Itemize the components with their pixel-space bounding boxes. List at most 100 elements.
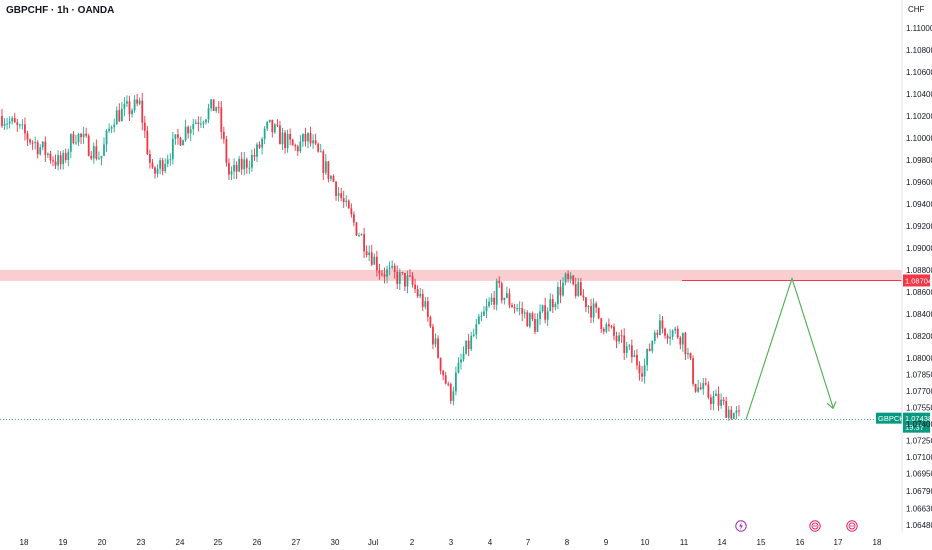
- candle-body: [628, 345, 631, 347]
- time-tick-label: 14: [718, 538, 727, 547]
- price-tick-label: 1.07550: [906, 403, 932, 412]
- candle-body: [419, 293, 422, 297]
- candle-body: [225, 139, 228, 163]
- candle-body: [302, 133, 304, 142]
- candle-body: [592, 303, 595, 318]
- candle-body: [444, 375, 447, 384]
- candle-body: [735, 410, 738, 414]
- candle-body: [722, 399, 725, 402]
- price-tick-label: 1.10000: [906, 134, 932, 143]
- candle-body: [31, 142, 34, 144]
- candle-body: [720, 399, 722, 406]
- candle-body: [452, 391, 455, 401]
- candle-body: [200, 123, 202, 125]
- candle-body: [187, 126, 190, 134]
- candle-body: [90, 155, 93, 159]
- economic-glyph: [811, 522, 819, 530]
- candle-body: [248, 167, 251, 169]
- candle-body: [59, 155, 62, 165]
- current-price-tag: [903, 412, 930, 433]
- candle-body: [263, 128, 266, 139]
- candle-body: [154, 167, 156, 174]
- candle-body: [526, 312, 529, 327]
- candle-body: [197, 122, 200, 124]
- candle-body: [194, 122, 197, 124]
- candle-body: [92, 146, 95, 159]
- resistance-zone: [0, 269, 902, 281]
- projection-path: [745, 276, 834, 420]
- candle-body: [717, 393, 720, 406]
- lightning-icon[interactable]: [735, 520, 747, 532]
- candle-body: [105, 130, 108, 145]
- candle-body: [704, 383, 707, 385]
- candle-body: [521, 308, 524, 314]
- price-tick-label: 1.08600: [906, 288, 932, 297]
- time-tick-label: 8: [565, 538, 570, 547]
- candle-body: [240, 158, 243, 170]
- candle-body: [120, 108, 123, 122]
- candle-body: [661, 320, 664, 329]
- candle-body: [322, 151, 325, 173]
- candle-body: [294, 145, 297, 147]
- candle-body: [64, 153, 67, 161]
- economic-event-icon[interactable]: [846, 520, 858, 532]
- candle-body: [113, 124, 116, 128]
- candle-body: [465, 340, 467, 354]
- candle-body: [679, 337, 682, 345]
- projection-arrowhead: [826, 401, 837, 410]
- price-tick-label: 1.08400: [906, 310, 932, 319]
- candle-body: [457, 362, 460, 373]
- candle-body: [398, 272, 401, 284]
- candle-body: [620, 335, 623, 337]
- candle-body: [421, 293, 424, 307]
- candle-body: [536, 319, 539, 332]
- candle-body: [373, 256, 376, 265]
- candle-body: [261, 138, 263, 148]
- candle-body: [732, 413, 735, 419]
- current-price-tag-price: 1.07438: [905, 414, 932, 423]
- candle-body: [636, 354, 638, 366]
- candle-body: [353, 214, 355, 223]
- candle-body: [646, 348, 649, 366]
- time-tick-label: 18: [873, 538, 882, 547]
- candle-body: [347, 200, 350, 209]
- candle-body: [350, 208, 353, 215]
- candle-body: [437, 338, 439, 358]
- candle-body: [205, 119, 207, 123]
- time-tick-label: 23: [137, 538, 146, 547]
- candle-body: [518, 308, 521, 310]
- candle-body: [449, 384, 452, 401]
- price-tick-label: 1.10400: [906, 90, 932, 99]
- time-tick-label: 27: [292, 538, 301, 547]
- candle-body: [432, 326, 434, 345]
- candle-body: [98, 158, 100, 160]
- candle-body: [118, 110, 121, 122]
- candle-body: [472, 334, 475, 336]
- candle-body: [243, 159, 246, 170]
- candle-body: [557, 286, 559, 305]
- candle-body: [177, 134, 179, 138]
- candle-body: [697, 387, 700, 392]
- candle-body: [251, 155, 253, 168]
- time-tick-label: 20: [98, 538, 107, 547]
- symbol-tag: [876, 412, 902, 424]
- candle-body: [681, 332, 684, 345]
- candle-body: [426, 301, 429, 317]
- candle-body: [304, 133, 307, 142]
- candle-body: [126, 101, 128, 104]
- candle-body: [309, 133, 312, 144]
- candle-body: [429, 316, 432, 327]
- time-tick-label: 2: [410, 538, 415, 547]
- price-tick-label: 1.06480: [906, 521, 932, 530]
- price-tick-label: 1.07400: [906, 420, 932, 429]
- lightning-glyph: [739, 522, 743, 530]
- candles-layer: [1, 92, 740, 421]
- candle-body: [424, 301, 427, 307]
- candle-body: [689, 352, 692, 359]
- price-tick-label: 1.06790: [906, 487, 932, 496]
- economic-event-icon[interactable]: [809, 520, 821, 532]
- candle-body: [590, 306, 592, 318]
- candle-body: [228, 162, 230, 175]
- candle-body: [648, 348, 651, 351]
